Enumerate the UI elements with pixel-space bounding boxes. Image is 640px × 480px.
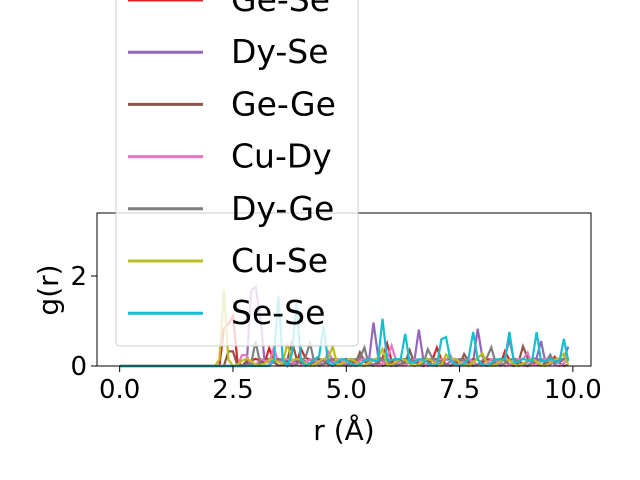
legend-label: Ge-Se: [231, 0, 330, 19]
x-tick-label: 2.5: [212, 375, 253, 405]
x-tick-label: 10.0: [544, 375, 602, 405]
x-tick-label: 7.5: [439, 375, 480, 405]
legend-label: Dy-Se: [231, 32, 329, 71]
legend-label: Cu-Se: [231, 241, 328, 280]
legend-label: Se-Se: [231, 293, 325, 332]
x-tick-label: 0.0: [99, 375, 140, 405]
y-tick-label: 0: [70, 352, 87, 382]
legend: Ge-Se Dy-Se Ge-Ge Cu-Dy Dy-Ge Cu-Se Se-Se: [115, 0, 359, 347]
legend-label: Ge-Ge: [231, 84, 336, 123]
legend-label: Dy-Ge: [231, 189, 334, 228]
x-axis-ticks: 0.0 2.5 5.0 7.5 10.0: [99, 366, 602, 405]
x-tick-label: 5.0: [326, 375, 367, 405]
y-axis-ticks: 02: [70, 262, 97, 382]
legend-box: [115, 0, 359, 347]
x-axis-label: r (Å): [313, 413, 374, 447]
y-axis-label: g(r): [32, 264, 65, 315]
legend-label: Cu-Dy: [231, 137, 332, 176]
y-tick-label: 2: [70, 262, 87, 292]
